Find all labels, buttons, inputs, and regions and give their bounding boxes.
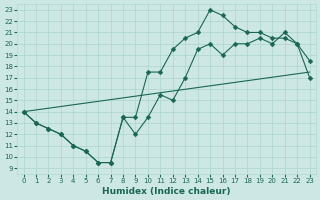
X-axis label: Humidex (Indice chaleur): Humidex (Indice chaleur) — [102, 187, 231, 196]
